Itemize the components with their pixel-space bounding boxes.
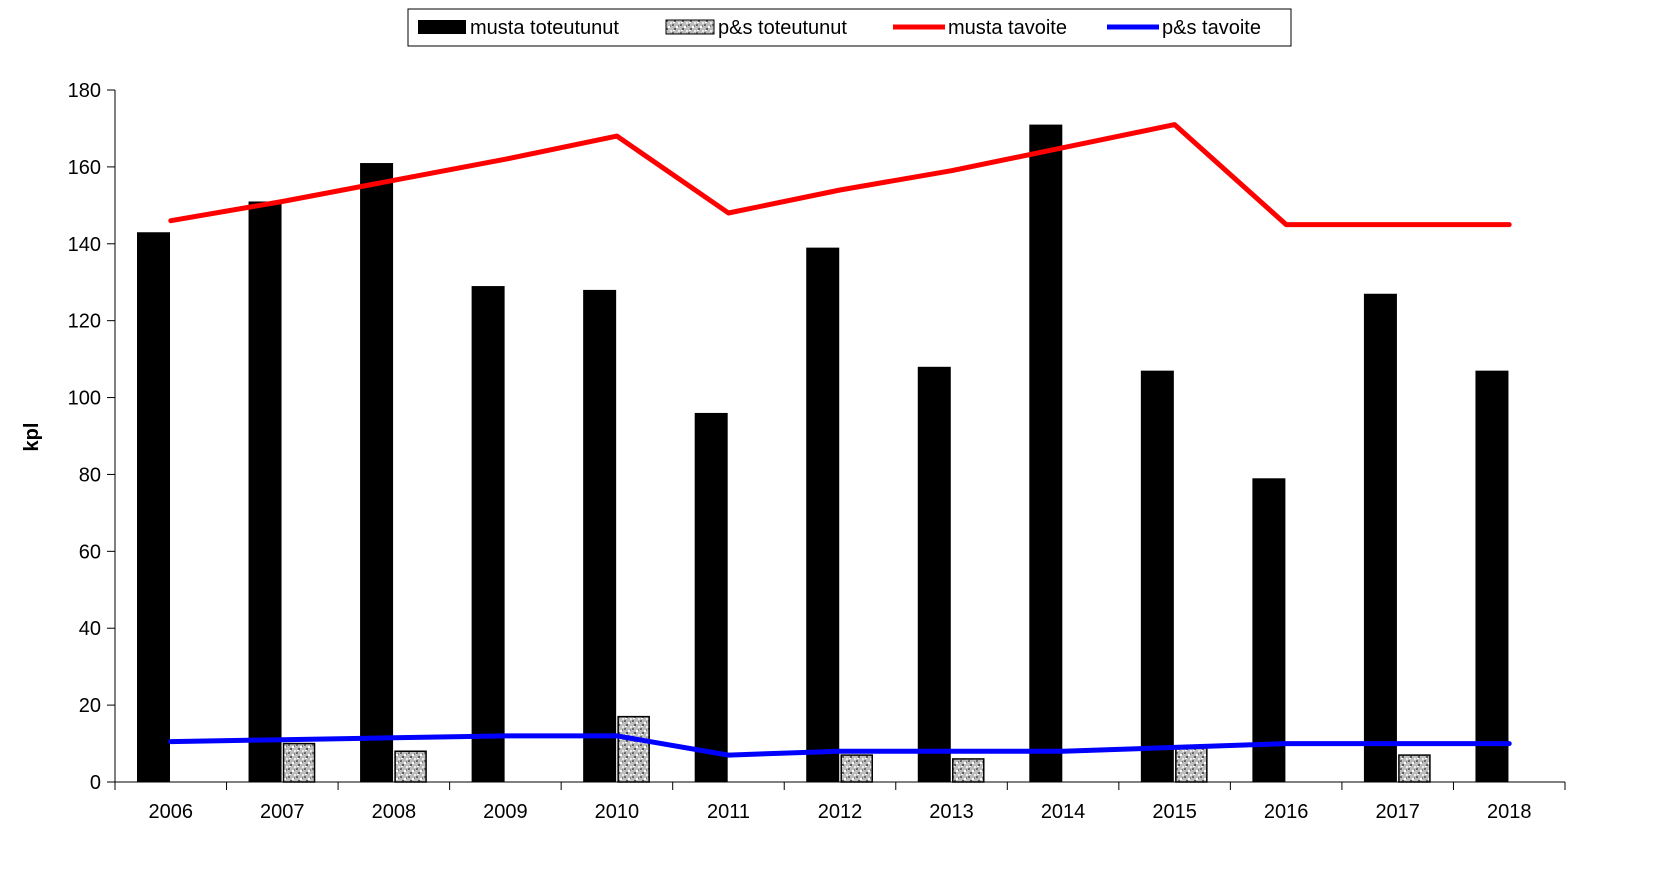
bar-musta-toteutunut (1252, 478, 1286, 782)
bar-ps-toteutunut (394, 750, 427, 783)
legend-label-ps-toteutunut: p&s toteutunut (718, 17, 847, 39)
y-tick-label: 80 (79, 464, 101, 486)
bar-ps-toteutunut (282, 742, 316, 783)
y-tick-label: 0 (90, 772, 101, 794)
x-tick-label: 2010 (595, 801, 640, 823)
bar-musta-toteutunut (1140, 370, 1174, 782)
bar-musta-toteutunut (1029, 124, 1063, 783)
line-ps-tavoite (168, 733, 1512, 758)
legend: musta toteutunut p&s toteutunut musta ta… (407, 8, 1292, 47)
bar-musta-toteutunut (583, 289, 617, 782)
y-tick-label: 100 (68, 388, 101, 410)
legend-swatch-ps-toteutunut (665, 19, 715, 35)
bar-ps-toteutunut (617, 715, 650, 783)
bar-series-musta-toteutunut (137, 124, 1509, 783)
y-tick-label: 180 (68, 80, 101, 102)
legend-label-musta-toteutunut: musta toteutunut (470, 17, 619, 39)
bar-ps-toteutunut (1398, 754, 1431, 783)
x-tick-label: 2018 (1487, 801, 1532, 823)
bar-musta-toteutunut (360, 163, 394, 783)
x-tick-label: 2014 (1041, 801, 1086, 823)
bar-musta-toteutunut (137, 232, 170, 782)
legend-label-musta-tavoite: musta tavoite (948, 17, 1067, 39)
y-tick-label: 160 (68, 157, 101, 179)
x-tick-label: 2015 (1152, 801, 1197, 823)
bar-ps-toteutunut (1175, 746, 1208, 783)
line-series-group (168, 122, 1512, 758)
bar-musta-toteutunut (248, 201, 282, 782)
line-musta-tavoite (168, 122, 1512, 228)
x-tick-label: 2017 (1375, 801, 1420, 823)
bar-musta-toteutunut (806, 247, 840, 783)
bar-musta-toteutunut (471, 286, 505, 782)
x-tick-label: 2016 (1264, 801, 1309, 823)
bar-series-ps-toteutunut (282, 715, 1431, 783)
x-tick-label: 2006 (149, 801, 194, 823)
x-tick-label: 2008 (372, 801, 417, 823)
legend-label-ps-tavoite: p&s tavoite (1162, 17, 1261, 39)
x-tick-label: 2012 (818, 801, 863, 823)
y-tick-label: 40 (79, 618, 101, 640)
bar-musta-toteutunut (1363, 293, 1397, 782)
bar-ps-toteutunut (952, 758, 985, 783)
bar-musta-toteutunut (1475, 370, 1509, 782)
tick-labels: 0 20 40 60 80 100 120 140 160 180 2006 2007 2008 2009… (68, 80, 1532, 823)
y-tick-label: 60 (79, 541, 101, 563)
y-tick-label: 20 (79, 695, 101, 717)
bar-musta-toteutunut (694, 412, 728, 782)
x-tick-label: 2009 (483, 801, 528, 823)
y-tick-label: 120 (68, 311, 101, 333)
x-tick-label: 2007 (260, 801, 305, 823)
y-axis-title: kpl (21, 423, 43, 452)
x-tick-label: 2011 (707, 801, 750, 823)
x-tick-label: 2013 (929, 801, 974, 823)
bar-musta-toteutunut (917, 366, 951, 782)
y-tick-label: 140 (68, 234, 101, 256)
bar-ps-toteutunut (840, 754, 873, 783)
axes (107, 89, 1566, 790)
legend-swatch-musta-toteutunut (418, 20, 466, 34)
